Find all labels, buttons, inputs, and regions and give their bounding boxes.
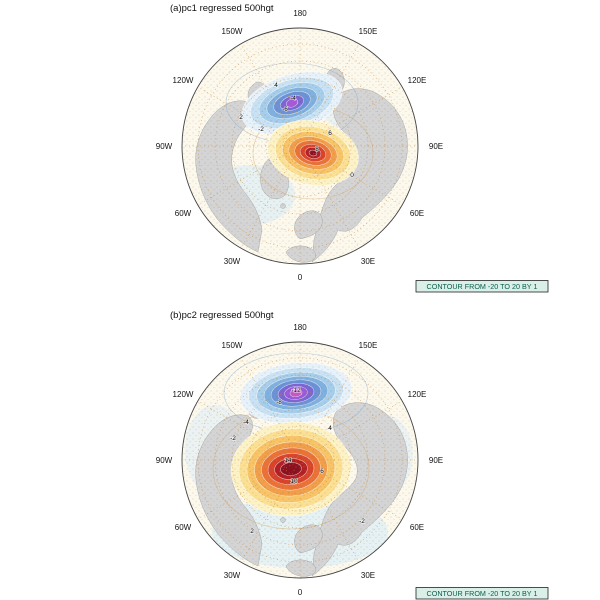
contour-label: 8 — [315, 146, 319, 153]
panel-a: (a)pc1 regressed 500hgt — [156, 3, 549, 293]
contour-label: 2 — [250, 528, 254, 535]
contour-label: -6 — [282, 106, 288, 113]
contour-label: 14 — [284, 457, 292, 464]
contour-label: -4 — [243, 419, 249, 426]
lon-label: 30E — [361, 571, 375, 580]
contour-label: -4 — [290, 95, 296, 102]
contour-label: -2 — [359, 518, 365, 525]
lon-label: 90E — [429, 142, 443, 151]
panel-b: (b)pc2 regressed 500hgt — [156, 310, 549, 600]
lon-label: 60E — [410, 523, 424, 532]
contour-label: 4 — [328, 425, 332, 432]
lon-label: 90W — [156, 456, 173, 465]
lon-label: 60W — [175, 209, 192, 218]
contour-label: 10 — [290, 478, 298, 485]
contour-info-box-b: CONTOUR FROM -20 TO 20 BY 1 — [415, 587, 549, 600]
panel-b-title: (b)pc2 regressed 500hgt — [170, 310, 274, 321]
contour-label: 4 — [274, 82, 278, 89]
lon-label: 60E — [410, 209, 424, 218]
lon-label: 0 — [298, 273, 303, 282]
lon-label: 150W — [222, 341, 243, 350]
lon-label: 30E — [361, 257, 375, 266]
map-boundary — [181, 341, 419, 579]
contour-info-border — [415, 280, 549, 293]
contour-info-text: CONTOUR FROM -20 TO 20 BY 1 — [427, 589, 538, 598]
lon-label: 120E — [408, 390, 427, 399]
lon-label: 180 — [293, 9, 307, 18]
contour-label: 6 — [320, 468, 324, 475]
lon-label: 90E — [429, 456, 443, 465]
lon-label: 60W — [175, 523, 192, 532]
contour-label: 6 — [328, 130, 332, 137]
contour-info-box-a: CONTOUR FROM -20 TO 20 BY 1 — [415, 280, 549, 293]
contour-label: -8 — [276, 399, 282, 406]
contour-label: 0 — [350, 172, 354, 179]
contour-info-border — [415, 587, 549, 600]
lon-label: 0 — [298, 588, 303, 597]
contour-info-text: CONTOUR FROM -20 TO 20 BY 1 — [427, 282, 538, 291]
panel-a-map — [182, 28, 418, 264]
lon-label: 30W — [224, 571, 241, 580]
lon-label: 150E — [359, 27, 378, 36]
longitude-labels-b: 180 150E 120E 90E 60E 30E 0 30W 60W 90W … — [156, 323, 443, 597]
panel-a-title: (a)pc1 regressed 500hgt — [170, 3, 274, 14]
contour-label: -2 — [230, 435, 236, 442]
contour-label: -2 — [258, 126, 264, 133]
lon-label: 120E — [408, 76, 427, 85]
longitude-labels-a: 180 150E 120E 90E 60E 30E 0 30W 60W 90W … — [156, 9, 443, 282]
lon-label: 30W — [224, 257, 241, 266]
lon-label: 120W — [173, 390, 194, 399]
contour-value-labels-b: -12 -8 -4 -2 4 14 10 6 2 -2 — [230, 386, 366, 535]
lon-label: 150E — [359, 341, 378, 350]
lon-label: 180 — [293, 323, 307, 332]
lon-label: 90W — [156, 142, 173, 151]
contour-value-labels-a: 4 -4 -6 2 -2 6 8 0 — [239, 81, 355, 179]
lon-label: 120W — [173, 76, 194, 85]
contour-label: -12 — [291, 387, 301, 394]
panel-b-map — [182, 342, 418, 578]
map-boundary — [181, 27, 419, 265]
lon-label: 150W — [222, 27, 243, 36]
contour-label: 2 — [239, 114, 243, 121]
